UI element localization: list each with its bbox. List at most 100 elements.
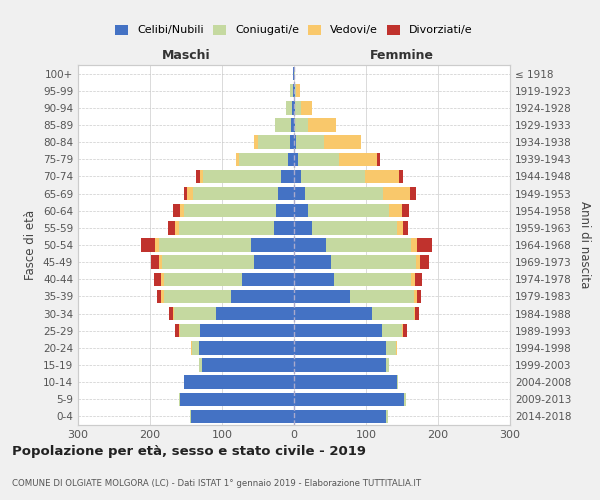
Bar	[236, 152, 239, 166]
Bar	[294, 341, 386, 354]
Bar	[180, 324, 200, 338]
Bar	[365, 170, 399, 183]
Bar	[202, 358, 294, 372]
Bar	[288, 152, 294, 166]
Bar	[180, 392, 294, 406]
Bar	[389, 204, 402, 218]
Bar	[290, 136, 294, 149]
Bar	[254, 136, 258, 149]
Bar	[184, 376, 294, 389]
Y-axis label: Fasce di età: Fasce di età	[25, 210, 37, 280]
Bar	[180, 204, 184, 218]
Bar	[184, 187, 187, 200]
Bar	[200, 324, 294, 338]
Legend: Celibi/Nubili, Coniugati/e, Vedovi/e, Divorziati/e: Celibi/Nubili, Coniugati/e, Vedovi/e, Di…	[111, 20, 477, 40]
Text: Femmine: Femmine	[370, 48, 434, 62]
Bar	[326, 238, 412, 252]
Bar	[386, 341, 396, 354]
Bar	[161, 290, 164, 303]
Bar	[294, 170, 301, 183]
Bar	[242, 272, 294, 286]
Bar	[383, 187, 410, 200]
Bar	[413, 307, 415, 320]
Bar	[196, 170, 200, 183]
Bar	[413, 290, 417, 303]
Bar	[199, 341, 294, 354]
Bar	[377, 152, 380, 166]
Bar	[308, 118, 336, 132]
Bar	[305, 187, 383, 200]
Bar	[296, 84, 300, 98]
Bar	[258, 136, 290, 149]
Bar	[410, 187, 416, 200]
Bar	[295, 118, 308, 132]
Bar	[402, 204, 409, 218]
Bar	[276, 204, 294, 218]
Bar	[173, 204, 180, 218]
Bar	[291, 118, 294, 132]
Bar	[230, 290, 294, 303]
Bar	[157, 290, 161, 303]
Bar	[415, 272, 422, 286]
Bar	[158, 256, 162, 269]
Bar	[402, 324, 403, 338]
Bar	[278, 187, 294, 200]
Bar	[334, 272, 412, 286]
Bar	[372, 307, 413, 320]
Bar	[415, 307, 419, 320]
Bar	[190, 410, 191, 423]
Bar	[164, 290, 230, 303]
Bar	[179, 324, 180, 338]
Bar	[151, 256, 158, 269]
Bar	[187, 187, 193, 200]
Bar	[294, 187, 305, 200]
Bar	[420, 256, 428, 269]
Bar	[331, 256, 416, 269]
Text: COMUNE DI OLGIATE MOLGORA (LC) - Dati ISTAT 1° gennaio 2019 - Elaborazione TUTTI: COMUNE DI OLGIATE MOLGORA (LC) - Dati IS…	[12, 478, 421, 488]
Bar	[294, 152, 298, 166]
Bar	[294, 84, 295, 98]
Bar	[350, 290, 413, 303]
Text: Maschi: Maschi	[161, 48, 211, 62]
Bar	[397, 221, 403, 234]
Bar	[184, 204, 276, 218]
Bar	[294, 307, 372, 320]
Bar	[292, 101, 294, 114]
Bar	[175, 221, 179, 234]
Bar	[286, 101, 292, 114]
Bar	[175, 307, 216, 320]
Bar	[294, 272, 334, 286]
Bar	[164, 272, 242, 286]
Bar	[254, 256, 294, 269]
Bar	[216, 307, 294, 320]
Bar	[403, 221, 409, 234]
Bar	[294, 118, 295, 132]
Bar	[173, 307, 175, 320]
Bar	[308, 204, 389, 218]
Bar	[294, 358, 386, 372]
Bar	[416, 256, 420, 269]
Bar	[417, 238, 431, 252]
Bar	[397, 376, 398, 389]
Bar	[168, 221, 175, 234]
Bar	[274, 221, 294, 234]
Bar	[412, 272, 415, 286]
Bar	[295, 101, 301, 114]
Bar	[294, 204, 308, 218]
Bar	[275, 118, 291, 132]
Text: Popolazione per età, sesso e stato civile - 2019: Popolazione per età, sesso e stato civil…	[12, 444, 366, 458]
Bar	[200, 170, 203, 183]
Bar	[203, 170, 281, 183]
Bar	[294, 221, 312, 234]
Bar	[294, 101, 295, 114]
Bar	[294, 238, 326, 252]
Bar	[403, 324, 407, 338]
Bar	[179, 392, 180, 406]
Bar	[158, 238, 251, 252]
Bar	[296, 136, 323, 149]
Bar	[301, 170, 365, 183]
Bar	[281, 170, 294, 183]
Bar	[294, 324, 382, 338]
Bar	[312, 221, 397, 234]
Bar	[191, 341, 192, 354]
